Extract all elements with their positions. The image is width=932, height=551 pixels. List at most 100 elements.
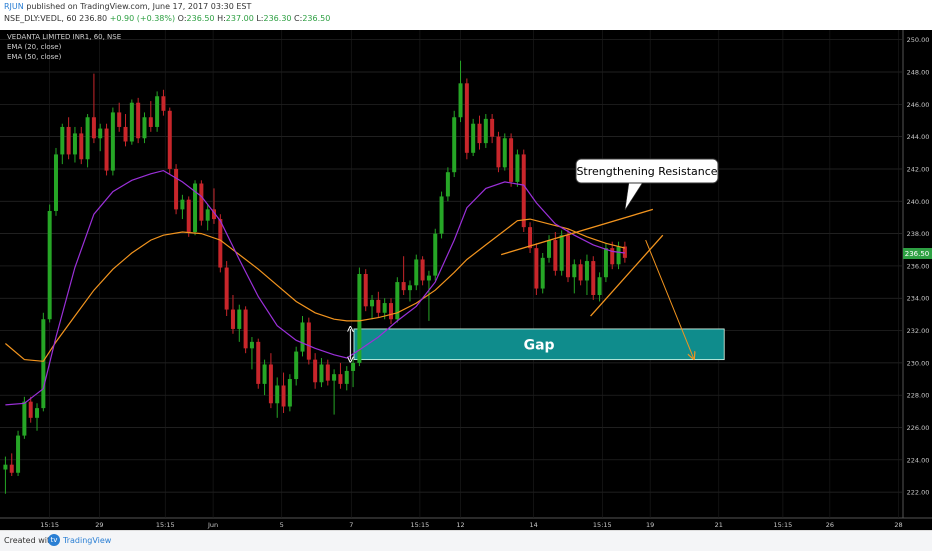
candle-body: [72, 133, 77, 155]
ohlc-line: NSE_DLY:VEDL, 60 236.80 +0.90 (+0.38%) O…: [4, 14, 330, 23]
annotations: [350, 208, 694, 359]
candle: [363, 269, 368, 312]
candle: [174, 164, 179, 215]
high-label: H:: [217, 14, 226, 23]
candle-body: [256, 341, 261, 384]
candle: [325, 359, 330, 386]
open-value: 236.50: [186, 14, 215, 23]
candle: [528, 222, 533, 253]
gap-zone: Gap: [353, 328, 725, 361]
time-tick-label: 28: [894, 521, 902, 529]
candle: [262, 359, 267, 396]
candle-body: [300, 322, 305, 352]
candle-body: [363, 274, 368, 307]
candle: [452, 110, 457, 178]
candles: [3, 60, 627, 494]
candle: [180, 194, 185, 220]
candle-body: [382, 303, 387, 313]
candle: [161, 89, 166, 116]
candle-body: [22, 401, 27, 436]
candle: [344, 366, 349, 391]
candle: [256, 338, 261, 389]
candle: [85, 114, 90, 168]
candle-body: [117, 112, 122, 127]
tradingview-logo-icon: tv: [48, 534, 60, 546]
tradingview-link[interactable]: TradingView: [63, 536, 112, 545]
candle-body: [509, 138, 514, 182]
published-text: published on TradingView.com, June 17, 2…: [26, 2, 252, 11]
candle-body: [464, 83, 469, 153]
candle-body: [452, 117, 457, 173]
candle-body: [230, 309, 235, 329]
candle-body: [79, 133, 84, 160]
legend-instrument: VEDANTA LIMITED INR1, 60, NSE: [7, 33, 121, 41]
candle-body: [477, 123, 482, 144]
time-tick-label: 15:15: [774, 521, 793, 529]
candle: [224, 261, 229, 317]
candle-body: [319, 364, 324, 383]
candle-body: [591, 261, 596, 296]
candle-body: [16, 435, 21, 473]
last-price-marker: 236.50: [903, 248, 932, 259]
candle: [9, 453, 14, 476]
ema50-line: [5, 218, 626, 362]
candle-body: [237, 309, 242, 329]
publish-line: RJUN published on TradingView.com, June …: [4, 2, 251, 11]
candle-body: [60, 126, 65, 155]
candle: [584, 254, 589, 296]
candle-body: [401, 282, 406, 291]
support-trendline: [590, 234, 664, 317]
candle: [53, 147, 58, 216]
candle: [559, 230, 564, 276]
candle: [41, 312, 46, 412]
candle-body: [174, 168, 179, 210]
candle: [572, 259, 577, 294]
candle: [117, 102, 122, 132]
candle-body: [186, 199, 191, 232]
candle: [28, 396, 33, 423]
callout: Strengthening Resistance: [575, 158, 719, 211]
snapshot-header: RJUN published on TradingView.com, June …: [0, 0, 932, 30]
candle-body: [123, 126, 128, 142]
resistance-trendline: [500, 208, 654, 256]
candle: [199, 180, 204, 226]
candle: [110, 107, 115, 176]
ema20-line: [5, 169, 625, 406]
candle-body: [180, 199, 185, 210]
candle-body: [281, 385, 286, 407]
candle-body: [268, 364, 273, 404]
close-value: 236.50: [302, 14, 331, 23]
candle: [458, 60, 463, 123]
candle: [281, 372, 286, 413]
candle: [142, 112, 147, 144]
last-price-tag: [903, 248, 932, 259]
time-axis-background: [0, 518, 932, 530]
author-link[interactable]: RJUN: [4, 2, 24, 11]
candle-body: [559, 235, 564, 271]
candle-body: [483, 118, 488, 144]
candle-body: [332, 374, 337, 381]
candle: [212, 188, 217, 224]
candle-body: [9, 464, 14, 473]
candle: [540, 252, 545, 294]
candle: [477, 115, 482, 150]
price-tick-label: 224.00: [907, 456, 930, 464]
candle-body: [622, 246, 627, 258]
candle: [426, 270, 431, 321]
low-label: L:: [256, 14, 264, 23]
price-change: +0.90 (+0.38%): [109, 14, 176, 23]
candle: [515, 149, 520, 187]
price-chart[interactable]: 250.00 248.00 246.00 244.00 242.00 240.00 238.…: [0, 30, 932, 530]
candle: [439, 191, 444, 239]
candle-body: [502, 138, 507, 168]
candle: [268, 353, 273, 409]
projection-arrow: [645, 239, 694, 358]
price-tick-label: 234.00: [907, 295, 930, 303]
candle: [249, 337, 254, 370]
chart-area: 250.00 248.00 246.00 244.00 242.00 240.00 238.…: [0, 30, 932, 530]
candle: [502, 133, 507, 171]
candle-body: [193, 183, 198, 232]
candle-body: [471, 123, 476, 153]
price-tick-label: 244.00: [907, 133, 930, 141]
candle: [332, 369, 337, 415]
